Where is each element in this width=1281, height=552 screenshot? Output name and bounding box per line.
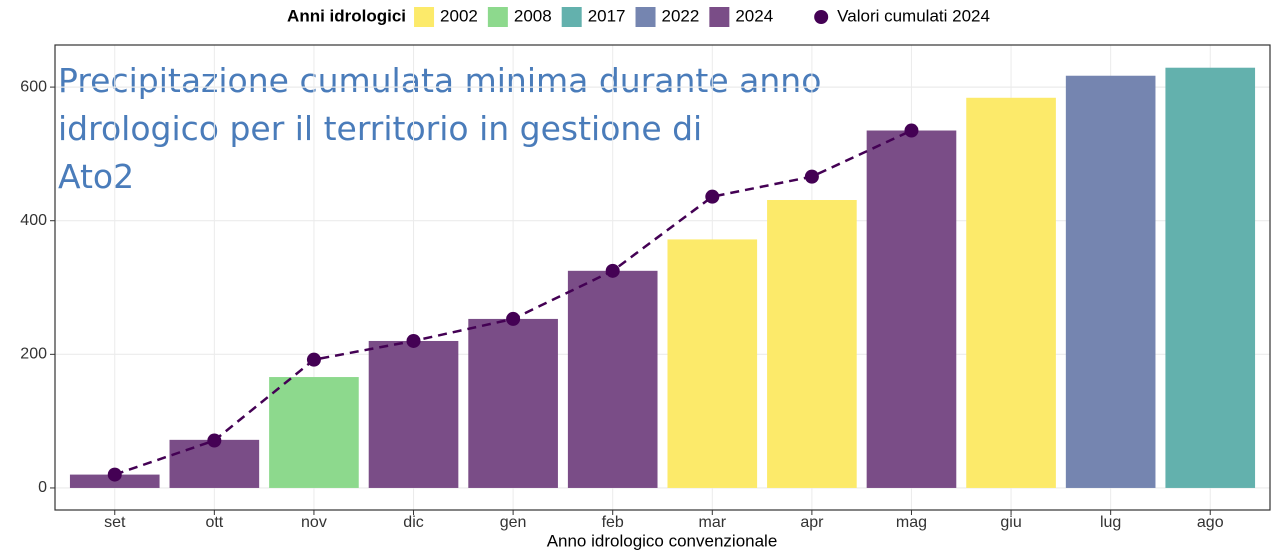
point bbox=[605, 263, 620, 278]
bar bbox=[368, 340, 459, 488]
legend-label: Valori cumulati 2024 bbox=[837, 6, 990, 25]
legend-label: 2017 bbox=[588, 6, 626, 25]
legend-label: 2022 bbox=[662, 6, 700, 25]
panel-border bbox=[54, 44, 1271, 511]
bar bbox=[1165, 67, 1256, 488]
legend-marker bbox=[814, 10, 829, 24]
point bbox=[705, 189, 720, 204]
x-tick-label: feb bbox=[602, 514, 624, 531]
y-tick-label: 200 bbox=[20, 346, 47, 363]
point bbox=[406, 333, 421, 348]
legend-swatch bbox=[414, 7, 435, 27]
legend-swatch bbox=[561, 7, 582, 27]
chart-title: idrologico per il territorio in gestione… bbox=[58, 109, 702, 148]
bar bbox=[1065, 75, 1156, 488]
point bbox=[804, 169, 819, 184]
legend-label: 2008 bbox=[514, 6, 552, 25]
bar bbox=[567, 270, 658, 488]
x-tick-label: giu bbox=[1000, 514, 1021, 531]
legend-label: 2002 bbox=[440, 6, 478, 25]
y-tick-label: 400 bbox=[20, 212, 47, 229]
legend: Anni idrologici 2002 2008 2017 2022 2024 Valor… bbox=[287, 6, 990, 27]
bar bbox=[866, 130, 957, 488]
bar bbox=[966, 97, 1056, 488]
legend-swatch bbox=[635, 7, 656, 27]
bar bbox=[169, 439, 260, 488]
chart-title: Precipitazione cumulata minima durante a… bbox=[58, 61, 821, 100]
x-axis-title: Anno idrologico convenzionale bbox=[547, 531, 778, 550]
point bbox=[904, 123, 919, 138]
x-tick-label: apr bbox=[800, 514, 824, 531]
x-tick-label: ago bbox=[1197, 514, 1224, 531]
legend-swatch bbox=[487, 7, 508, 27]
x-tick-label: ott bbox=[205, 514, 223, 531]
bar bbox=[468, 318, 558, 488]
x-tick-label: set bbox=[104, 514, 126, 531]
legend-label: 2024 bbox=[735, 6, 773, 25]
point bbox=[107, 467, 122, 482]
point bbox=[207, 433, 222, 448]
x-tick-label: gen bbox=[500, 514, 527, 531]
bar bbox=[667, 239, 758, 488]
point bbox=[506, 311, 521, 326]
x-tick-label: dic bbox=[403, 514, 423, 531]
x-tick-label: lug bbox=[1100, 514, 1121, 531]
x-tick-label: mag bbox=[896, 514, 927, 531]
point bbox=[306, 352, 321, 367]
bar bbox=[767, 200, 857, 488]
chart-title: Ato2 bbox=[58, 157, 134, 196]
y-tick-label: 0 bbox=[38, 479, 47, 496]
bar bbox=[269, 377, 359, 488]
legend-title: Anni idrologici bbox=[287, 6, 406, 25]
y-tick-label: 600 bbox=[20, 78, 47, 95]
legend-swatch bbox=[709, 7, 730, 27]
x-tick-label: nov bbox=[301, 514, 327, 531]
x-tick-label: mar bbox=[699, 514, 727, 531]
